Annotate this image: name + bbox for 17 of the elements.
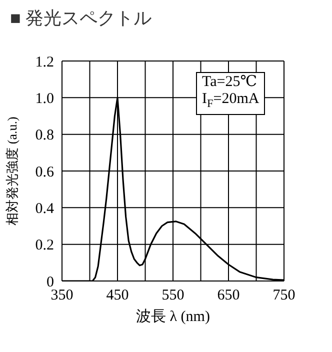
y-axis-title: 相対発光強度 (a.u.): [4, 116, 20, 226]
x-tick-label: 650: [217, 288, 240, 304]
chart-title: ■ 発光スペクトル: [10, 7, 152, 30]
x-tick-label: 450: [106, 288, 129, 304]
y-tick-label: 0.4: [35, 200, 54, 217]
y-tick-label: 1.2: [35, 54, 54, 70]
x-tick-label: 750: [272, 288, 296, 304]
y-tick-label: 0.6: [35, 164, 54, 180]
y-tick-label: 1.0: [35, 90, 54, 107]
x-tick-label: 550: [162, 288, 184, 304]
y-tick-label: 0.2: [35, 238, 54, 254]
x-axis-title: 波長 λ (nm): [136, 308, 210, 325]
annotation: Ta=25℃: [202, 74, 258, 90]
annotation: I$_{F}$=20mA: [202, 91, 260, 110]
y-tick-label: 0: [46, 274, 54, 290]
y-tick-label: 0.8: [35, 128, 54, 144]
x-tick-label: 350: [50, 288, 74, 304]
